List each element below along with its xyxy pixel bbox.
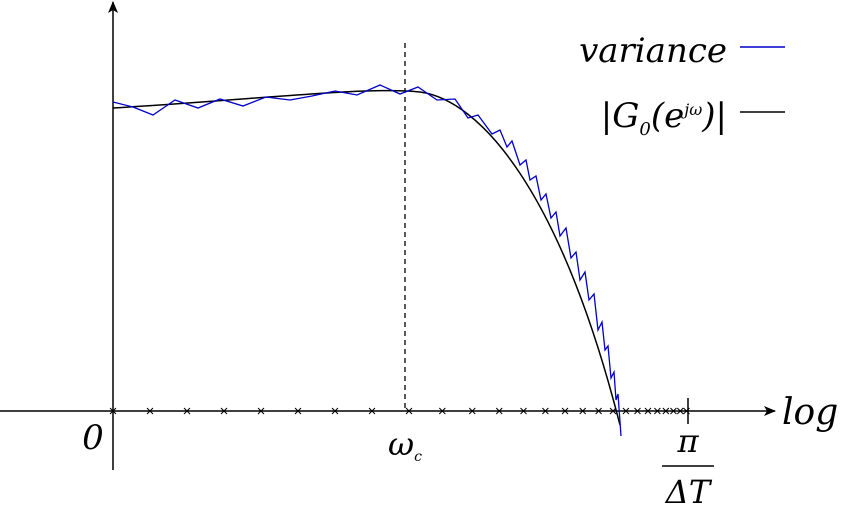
- subscript: c: [414, 449, 422, 465]
- sample-marker: [520, 407, 527, 415]
- superscript: jω: [681, 100, 702, 119]
- sample-marker: [405, 407, 413, 415]
- sample-marker: [670, 407, 677, 415]
- sample-marker: [561, 407, 569, 415]
- text-part: (e: [651, 96, 684, 136]
- sample-marker: [331, 407, 339, 415]
- sample-marker: [183, 407, 191, 415]
- sample-marker: [644, 407, 652, 415]
- sample-marker: [634, 407, 641, 415]
- sample-marker: [146, 407, 154, 415]
- sample-marker: [676, 407, 684, 415]
- end-numerator: π: [676, 422, 699, 460]
- x-axis-label: log: [782, 392, 838, 433]
- sample-marker: [622, 407, 630, 415]
- sample-marker: [662, 407, 670, 415]
- sample-marker: [109, 407, 117, 415]
- sample-marker: [654, 407, 661, 415]
- end-denominator: ΔT: [664, 473, 713, 511]
- sample-marker: [495, 407, 503, 415]
- cutoff-label: ωc: [388, 425, 422, 465]
- legend-label: |G0(ejω)|: [601, 96, 727, 140]
- sample-marker: [595, 407, 603, 415]
- origin-label: 0: [82, 418, 104, 458]
- sample-marker: [220, 407, 228, 415]
- text-part: |G: [601, 96, 640, 136]
- text-part: ω: [388, 425, 414, 463]
- sample-markers: [109, 407, 690, 415]
- subscript: 0: [639, 119, 650, 140]
- sample-marker: [257, 407, 265, 415]
- sample-marker: [542, 407, 549, 415]
- sample-marker: [683, 407, 690, 415]
- sample-marker: [579, 407, 587, 415]
- legend-label: variance: [579, 31, 727, 71]
- variance-curve: [112, 84, 622, 437]
- sample-marker: [438, 407, 446, 415]
- sample-marker: [368, 407, 376, 415]
- sample-marker: [468, 407, 476, 415]
- magnitude-curve: [112, 89, 621, 426]
- sample-marker: [294, 407, 302, 415]
- sample-marker: [609, 407, 617, 415]
- text-part: )|: [701, 96, 727, 136]
